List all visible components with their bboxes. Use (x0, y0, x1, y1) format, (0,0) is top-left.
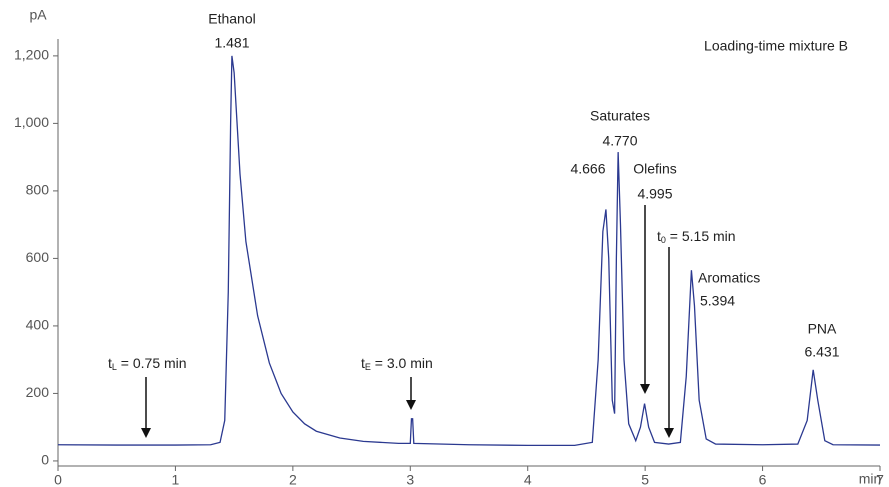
annotation-t: t (657, 228, 661, 244)
annotation-sub: L (112, 362, 117, 372)
annotation: 6.431 (804, 344, 839, 360)
annotation: Olefins (633, 161, 677, 177)
y-axis-label: pA (29, 7, 47, 23)
annotation: Saturates (590, 108, 650, 124)
x-tick-label: 4 (524, 472, 532, 487)
annotation-rest: = 3.0 min (371, 355, 433, 371)
x-tick-label: 1 (172, 472, 180, 487)
x-tick-label: 0 (54, 472, 62, 487)
annotation-t: t (108, 355, 112, 371)
annotation: PNA (808, 321, 837, 337)
annotation: 4.995 (637, 186, 672, 202)
annotation-sub: 0 (661, 235, 666, 245)
y-tick-label: 400 (26, 317, 50, 333)
annotation: 5.394 (700, 293, 735, 309)
x-axis-label: min (859, 471, 882, 487)
x-tick-label: 3 (406, 472, 414, 487)
arrow-head (141, 428, 151, 438)
y-tick-label: 800 (26, 182, 50, 198)
annotation: t0 = 5.15 min (657, 228, 736, 246)
y-tick-label: 1,200 (14, 47, 49, 63)
annotation: tE = 3.0 min (361, 355, 433, 373)
annotation: Ethanol (208, 11, 255, 27)
signal-line (57, 55, 881, 447)
x-tick-label: 2 (289, 472, 297, 487)
annotation: 4.770 (602, 133, 637, 149)
annotation: Aromatics (698, 270, 760, 286)
annotation: Loading-time mixture B (704, 38, 848, 54)
annotation-rest: = 0.75 min (117, 355, 187, 371)
arrow-head (640, 384, 650, 394)
annotation-t: t (361, 355, 365, 371)
y-tick-label: 1,000 (14, 114, 49, 130)
y-tick-label: 200 (26, 384, 50, 400)
arrow-head (664, 428, 674, 438)
annotation-sub: E (365, 362, 371, 372)
x-tick-label: 6 (759, 472, 767, 487)
annotation: tL = 0.75 min (108, 355, 187, 373)
annotation: 1.481 (214, 35, 249, 51)
annotation: 4.666 (570, 161, 605, 177)
y-tick-label: 0 (41, 452, 49, 468)
y-tick-label: 600 (26, 249, 50, 265)
annotation-rest: = 5.15 min (666, 228, 736, 244)
x-tick-label: 5 (641, 472, 649, 487)
arrow-head (406, 400, 416, 410)
x-tick-label: 7 (876, 472, 884, 487)
